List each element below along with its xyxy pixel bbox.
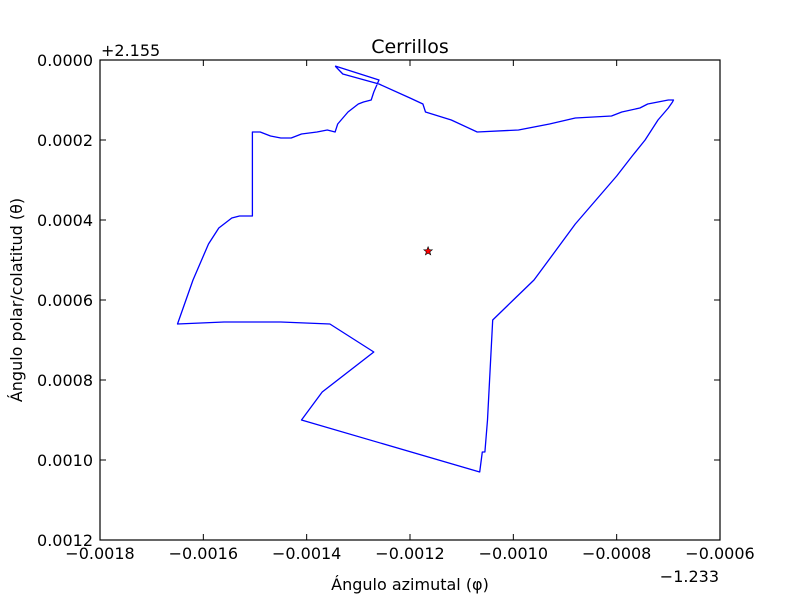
y-axis-label: Ángulo polar/colatitud (θ) [7, 198, 26, 402]
y-axis-ticks: 0.0000 0.0002 0.0004 0.0006 0.0008 0.0010 0.00… [37, 51, 720, 550]
x-tick-label: −0.0014 [272, 544, 341, 563]
x-axis-label: Ángulo azimutal (φ) [331, 575, 489, 594]
y-tick-label: 0.0010 [37, 451, 93, 470]
x-tick-label: −0.0008 [582, 544, 651, 563]
plot-background [100, 60, 720, 540]
chart-title: Cerrillos [371, 36, 449, 58]
x-tick-label: −0.0012 [375, 544, 444, 563]
y-tick-label: 0.0004 [37, 211, 93, 230]
x-tick-label: −0.0016 [169, 544, 238, 563]
y-tick-label: 0.0012 [37, 531, 93, 550]
plot-frame [99, 59, 721, 541]
y-tick-label: 0.0000 [37, 51, 93, 70]
y-tick-label: 0.0002 [37, 131, 93, 150]
y-axis-offset-label: +2.155 [101, 41, 160, 60]
y-tick-label: 0.0006 [37, 291, 93, 310]
y-tick-label: 0.0008 [37, 371, 93, 390]
center-star-marker [422, 245, 434, 256]
x-tick-label: −0.0006 [685, 544, 754, 563]
x-axis-offset-label: −1.233 [660, 567, 719, 586]
boundary-line-0 [176, 65, 675, 473]
x-axis-ticks: −0.0018 −0.0016 −0.0014 −0.0012 −0.0010 −0.00… [65, 60, 755, 563]
x-tick-label: −0.0010 [479, 544, 548, 563]
plot-area [176, 65, 675, 473]
x-tick-label: −0.0018 [65, 544, 134, 563]
